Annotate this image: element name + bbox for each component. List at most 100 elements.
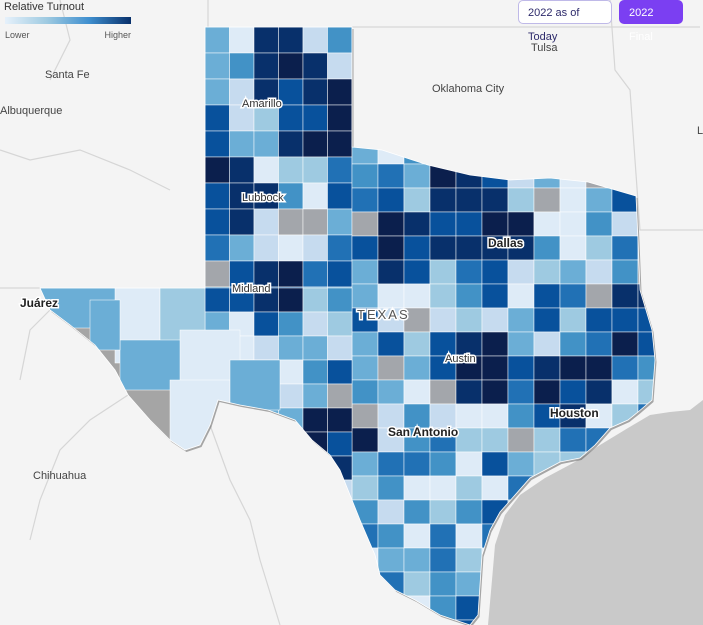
county[interactable] <box>481 451 509 477</box>
county[interactable] <box>351 283 379 309</box>
county[interactable] <box>481 235 509 261</box>
county[interactable] <box>302 359 328 385</box>
county[interactable] <box>429 187 457 213</box>
county[interactable] <box>481 331 509 357</box>
county[interactable] <box>403 571 431 597</box>
county[interactable] <box>481 187 509 213</box>
county[interactable] <box>204 130 230 158</box>
county[interactable] <box>585 187 613 213</box>
county[interactable] <box>403 331 431 357</box>
county[interactable] <box>533 235 561 261</box>
county[interactable] <box>278 359 304 385</box>
county[interactable] <box>278 335 304 361</box>
county[interactable] <box>327 78 353 106</box>
county[interactable] <box>377 235 405 261</box>
county[interactable] <box>481 355 509 381</box>
county[interactable] <box>302 383 328 409</box>
county[interactable] <box>351 235 379 261</box>
county[interactable] <box>533 307 561 333</box>
county[interactable] <box>377 331 405 357</box>
county[interactable] <box>585 211 613 237</box>
county[interactable] <box>585 235 613 261</box>
county[interactable] <box>403 163 431 189</box>
county[interactable] <box>253 208 279 236</box>
county[interactable] <box>429 307 457 333</box>
county[interactable] <box>278 311 304 337</box>
county[interactable] <box>204 260 230 288</box>
county[interactable] <box>253 234 279 262</box>
county[interactable] <box>204 104 230 132</box>
county[interactable] <box>327 260 353 288</box>
county[interactable] <box>507 451 535 477</box>
county[interactable] <box>278 156 304 184</box>
county[interactable] <box>351 451 379 477</box>
county[interactable] <box>429 211 457 237</box>
county[interactable] <box>611 307 639 333</box>
county[interactable] <box>302 78 328 106</box>
county[interactable] <box>302 156 328 184</box>
county[interactable] <box>278 287 304 313</box>
county[interactable] <box>204 52 230 80</box>
county[interactable] <box>302 130 328 158</box>
county[interactable] <box>327 104 353 132</box>
county[interactable] <box>327 359 353 385</box>
county[interactable] <box>507 259 535 285</box>
county[interactable] <box>403 307 431 333</box>
county[interactable] <box>377 379 405 405</box>
county[interactable] <box>481 211 509 237</box>
county[interactable] <box>533 211 561 237</box>
county[interactable] <box>507 355 535 381</box>
county[interactable] <box>403 211 431 237</box>
county[interactable] <box>351 427 379 453</box>
county[interactable] <box>429 571 457 597</box>
county[interactable] <box>403 355 431 381</box>
county[interactable] <box>327 208 353 236</box>
county[interactable] <box>278 52 304 80</box>
county[interactable] <box>327 407 353 433</box>
county[interactable] <box>377 427 405 453</box>
county[interactable] <box>403 403 431 429</box>
county[interactable] <box>507 331 535 357</box>
county[interactable] <box>351 259 379 285</box>
county[interactable] <box>403 523 431 549</box>
county[interactable] <box>253 260 279 288</box>
county[interactable] <box>351 163 379 189</box>
county[interactable] <box>559 403 587 429</box>
county[interactable] <box>455 475 483 501</box>
county[interactable] <box>229 104 255 132</box>
county[interactable] <box>611 355 639 381</box>
county[interactable] <box>403 379 431 405</box>
county[interactable] <box>229 208 255 236</box>
county[interactable] <box>481 379 509 405</box>
county[interactable] <box>89 299 121 351</box>
county[interactable] <box>204 234 230 262</box>
county[interactable] <box>429 427 457 453</box>
county[interactable] <box>377 475 405 501</box>
county[interactable] <box>507 235 535 261</box>
county[interactable] <box>533 427 561 453</box>
county[interactable] <box>377 187 405 213</box>
county[interactable] <box>377 451 405 477</box>
county[interactable] <box>204 287 230 313</box>
county[interactable] <box>253 156 279 184</box>
county[interactable] <box>533 259 561 285</box>
county[interactable] <box>403 259 431 285</box>
county[interactable] <box>204 208 230 236</box>
county[interactable] <box>533 403 561 429</box>
county[interactable] <box>611 283 639 309</box>
county[interactable] <box>611 259 639 285</box>
county[interactable] <box>229 27 255 54</box>
county[interactable] <box>455 355 483 381</box>
county[interactable] <box>559 259 587 285</box>
county[interactable] <box>585 379 613 405</box>
county[interactable] <box>377 211 405 237</box>
county[interactable] <box>327 52 353 80</box>
county[interactable] <box>377 163 405 189</box>
county[interactable] <box>327 234 353 262</box>
county[interactable] <box>377 403 405 429</box>
county[interactable] <box>253 27 279 54</box>
county[interactable] <box>585 355 613 381</box>
county[interactable] <box>302 234 328 262</box>
county[interactable] <box>302 208 328 236</box>
county[interactable] <box>559 187 587 213</box>
